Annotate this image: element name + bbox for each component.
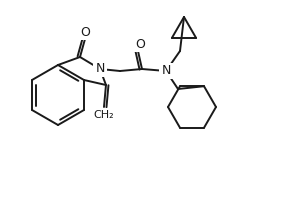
Text: N: N	[95, 62, 105, 75]
Text: O: O	[135, 38, 145, 50]
Text: O: O	[80, 25, 90, 38]
Text: N: N	[161, 64, 171, 77]
Text: CH₂: CH₂	[94, 110, 114, 120]
